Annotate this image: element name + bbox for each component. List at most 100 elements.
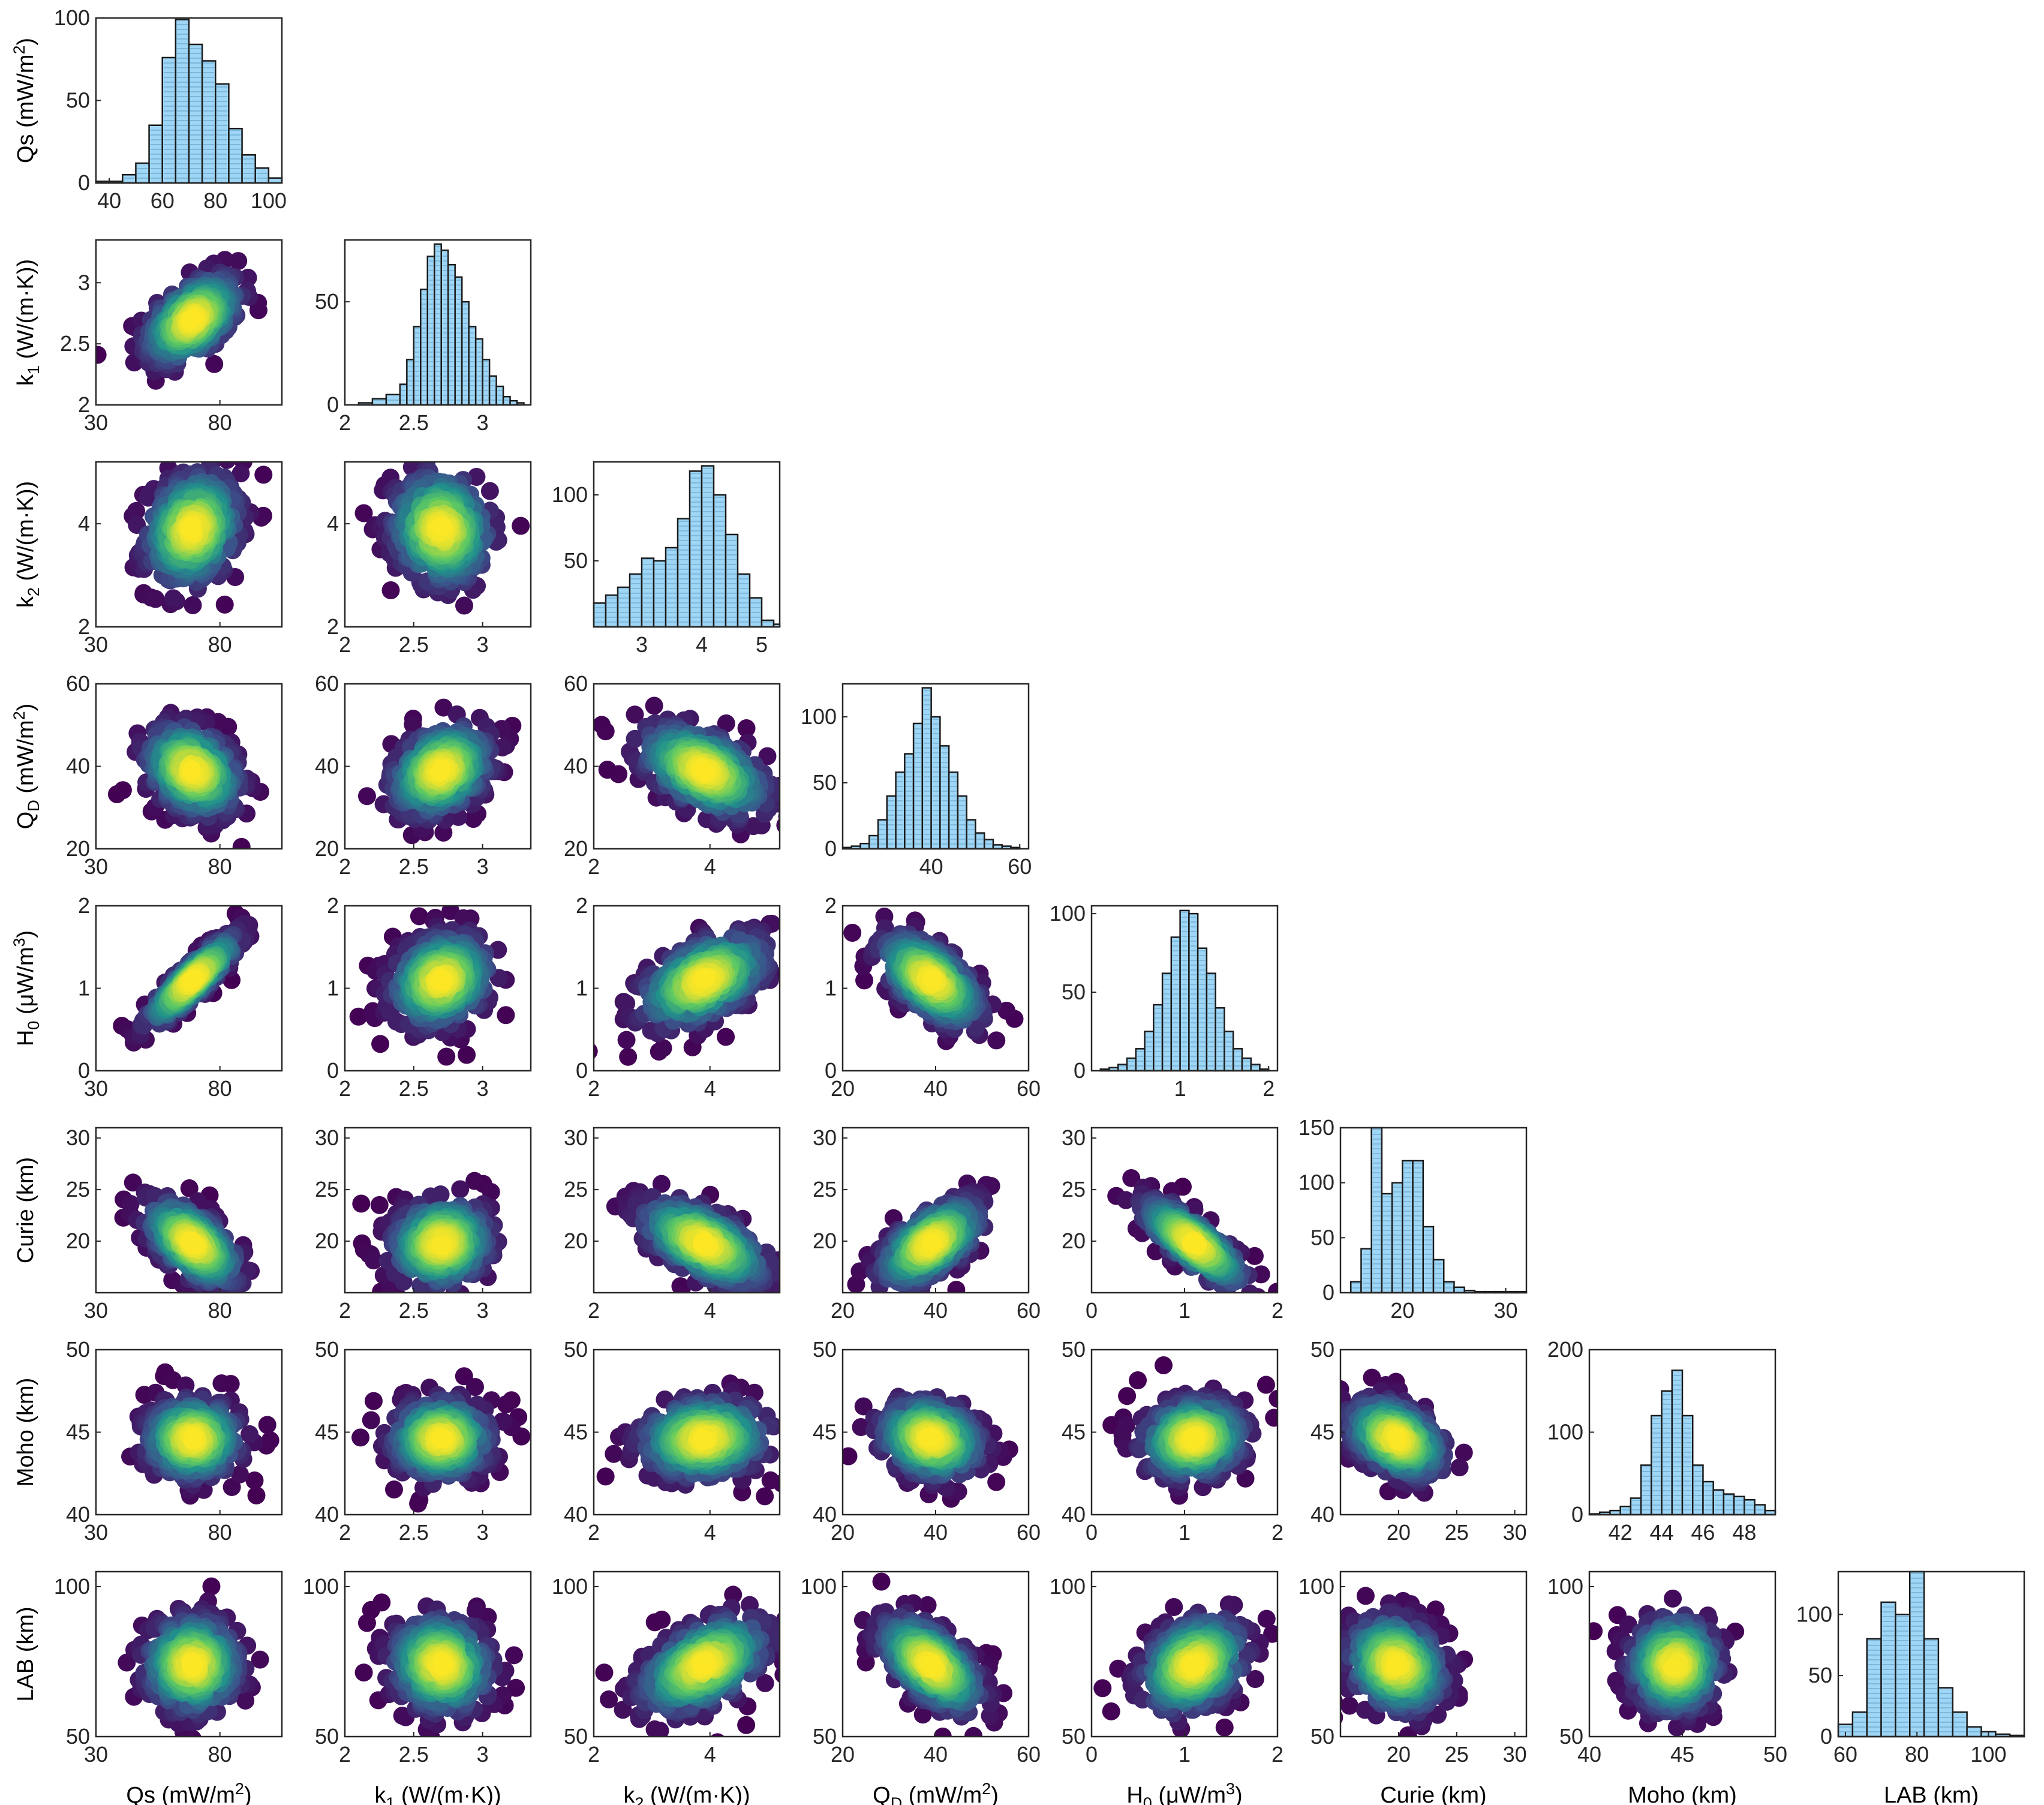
- x-tick-label: 4: [696, 632, 708, 657]
- x-tick-label: 80: [1905, 1742, 1929, 1767]
- histogram-bar: [447, 264, 456, 406]
- y-tick-label: 2: [327, 614, 339, 639]
- histogram-Curie: 20 30 0 50 100 150: [1298, 1115, 1528, 1323]
- histogram-bar: [868, 834, 879, 850]
- x-tick-label: 2: [339, 854, 351, 879]
- histogram-bar: [1402, 1160, 1414, 1294]
- y-tick-label: 0: [78, 170, 90, 195]
- x-tick-label: 5: [756, 632, 768, 657]
- scatter-point: [205, 355, 224, 373]
- scatter-point: [778, 811, 780, 822]
- scatter-point: [512, 516, 530, 535]
- histogram-bar: [1712, 1489, 1725, 1516]
- axes-box: [344, 239, 532, 406]
- histogram-bar: [1619, 1506, 1632, 1516]
- histogram-bar: [122, 174, 137, 184]
- axes-box: [95, 239, 283, 406]
- scatter-point: [164, 589, 182, 608]
- x-tick-label: 2: [588, 854, 600, 879]
- x-tick-label: 2: [339, 632, 351, 657]
- histogram-bar: [1681, 1414, 1694, 1516]
- y-tick-label: 3: [78, 270, 90, 295]
- histogram-bar: [188, 43, 203, 184]
- y-tick-label: 100: [552, 482, 588, 507]
- scatter-k1-vs-QD: 2 2.5 3 20 40 60: [315, 671, 532, 879]
- scatter-point: [147, 407, 165, 425]
- scatter-point: [467, 467, 486, 486]
- y-tick-label: 0: [78, 1058, 90, 1083]
- y-tick-label: 40: [66, 754, 90, 779]
- histogram-bar: [1370, 1127, 1383, 1294]
- scatter-point: [410, 907, 428, 926]
- x-tick-label: 60: [1833, 1742, 1857, 1767]
- histogram-bar: [1723, 1493, 1735, 1516]
- scatter-point: [229, 252, 248, 271]
- axes-box: [1339, 1127, 1528, 1294]
- x-tick-label: 3: [477, 632, 489, 657]
- y-tick-label: 50: [1062, 980, 1086, 1004]
- scatter-point: [381, 581, 400, 600]
- scatter-Qs-vs-H0: 30 80 0 1 2: [78, 893, 283, 1101]
- histogram-bar: [957, 795, 967, 850]
- x-tick-label: 2.5: [399, 854, 429, 879]
- y-tick-label: 0: [1571, 1502, 1583, 1527]
- scatter-k2-vs-QD: 2 4 20 40 60: [564, 671, 781, 879]
- y-tick-label: 20: [66, 836, 90, 861]
- histogram-bar: [426, 256, 435, 406]
- histogram-bar: [1170, 936, 1181, 1072]
- histogram-bar: [1188, 912, 1199, 1072]
- y-tick-label: 20: [564, 836, 588, 861]
- x-tick-label: 40: [919, 854, 943, 879]
- x-tick-label: 2: [1263, 1076, 1275, 1101]
- histogram-Qs: 40 60 80 100 0 50 100: [54, 5, 287, 213]
- histogram-QD: 40 60 0 50 100: [801, 683, 1032, 879]
- histogram-bar: [201, 60, 217, 184]
- x-tick-label: 30: [84, 1076, 108, 1101]
- histogram-bar: [1895, 1614, 1911, 1738]
- scatter-Qs-vs-k2: 30 80 2 4: [78, 461, 283, 657]
- scatter-point: [354, 504, 373, 522]
- x-tick-label: 20: [1390, 1298, 1414, 1323]
- x-tick-label: 42: [1609, 1520, 1633, 1545]
- y-tick-label: 2: [78, 392, 90, 417]
- histogram-bar: [502, 396, 511, 406]
- scatter-point: [254, 465, 273, 484]
- x-tick-label: 2: [339, 410, 351, 435]
- scatter-point: [609, 765, 628, 783]
- histogram-bar: [1126, 1057, 1137, 1072]
- histogram-bar: [1412, 1160, 1424, 1294]
- scatter-point: [433, 517, 452, 536]
- histogram-bar: [859, 842, 870, 850]
- y-tick-label: 0: [1074, 1058, 1086, 1083]
- histogram-bar: [1232, 1048, 1243, 1072]
- histogram-bar: [713, 494, 727, 628]
- histogram-bar: [677, 518, 691, 628]
- histogram-k2: 3 4 5 50 100: [552, 461, 781, 657]
- scatter-point: [232, 837, 251, 849]
- histogram-bar: [215, 83, 230, 184]
- histogram-bar: [1661, 1390, 1673, 1516]
- x-tick-label: 3: [477, 410, 489, 435]
- scatter-point: [182, 519, 201, 537]
- y-tick-label: 1: [78, 976, 90, 1001]
- y-tick-label: 50: [564, 548, 588, 573]
- y-tick-label: 0: [825, 836, 837, 861]
- histogram-bar: [761, 619, 775, 628]
- x-tick-label: 80: [208, 1076, 232, 1101]
- histogram-bar: [886, 795, 897, 850]
- y-tick-label: 2: [78, 614, 90, 639]
- axes-box: [344, 461, 532, 628]
- y-tick-label: 4: [327, 511, 339, 536]
- y-tick-label: 100: [1298, 1170, 1334, 1195]
- histogram-bar: [1952, 1711, 1968, 1738]
- y-tick-label: 50: [1310, 1225, 1334, 1250]
- histogram-bar: [689, 470, 703, 628]
- y-tick-label: 60: [315, 671, 339, 696]
- x-tick-label: 3: [636, 632, 648, 657]
- scatter-point: [717, 714, 735, 732]
- scatter-k1-vs-k2: 2 2.5 3 2 4: [327, 461, 532, 657]
- histogram-H0: 1 2 0 50 100: [1050, 901, 1279, 1101]
- scatter-point: [695, 761, 714, 780]
- scatter-point: [596, 722, 615, 741]
